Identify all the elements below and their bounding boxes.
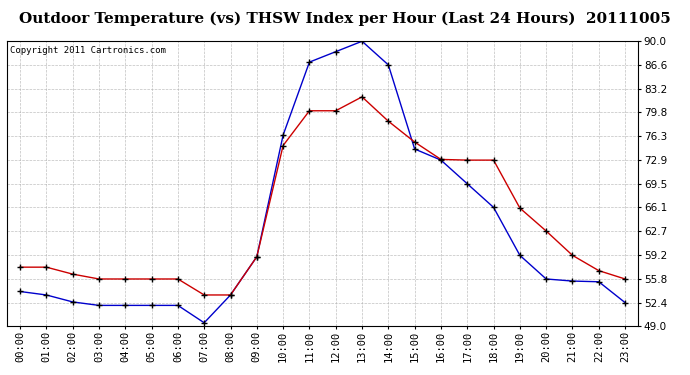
Text: Copyright 2011 Cartronics.com: Copyright 2011 Cartronics.com bbox=[10, 45, 166, 54]
Text: Outdoor Temperature (vs) THSW Index per Hour (Last 24 Hours)  20111005: Outdoor Temperature (vs) THSW Index per … bbox=[19, 11, 671, 26]
